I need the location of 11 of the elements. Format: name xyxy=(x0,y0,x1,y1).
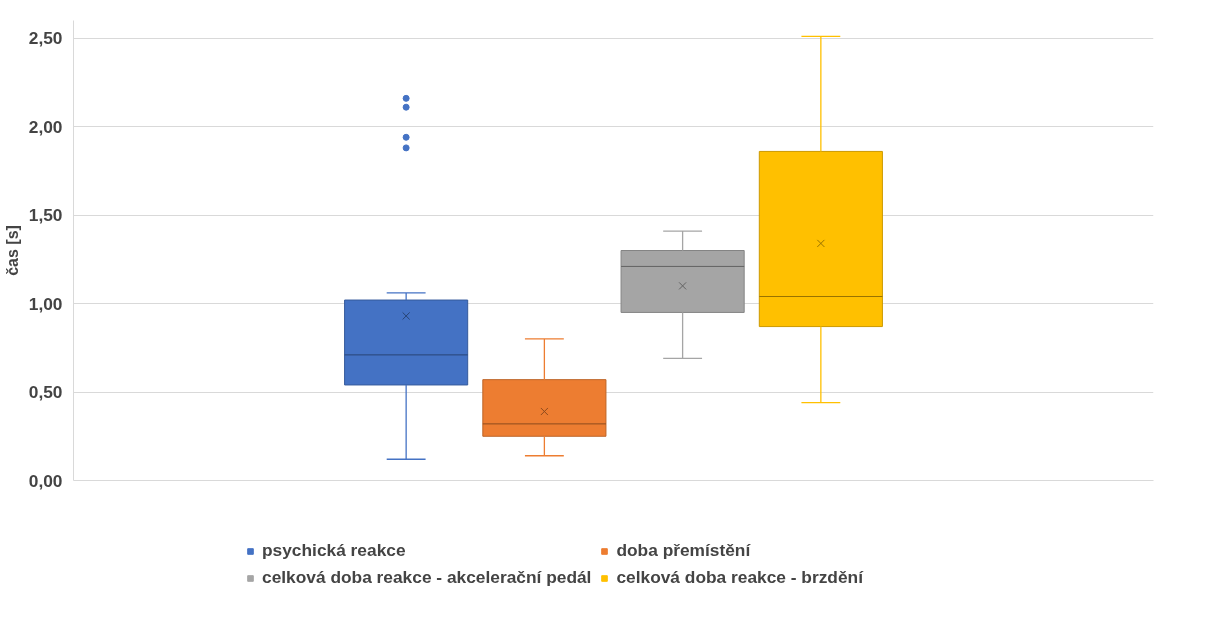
y-tick-label: 1,50 xyxy=(28,205,63,226)
y-tick-label: 1,00 xyxy=(28,293,63,314)
y-tick-label: 0,50 xyxy=(28,382,63,403)
y-tick-label: 2,00 xyxy=(28,116,63,137)
y-axis-title: čas [s] xyxy=(3,225,21,276)
y-tick-label: 2,50 xyxy=(28,28,63,49)
legend-label: psychická reakce xyxy=(262,540,407,561)
legend-label: celková doba reakce - brzdění xyxy=(616,567,865,588)
y-tick-label: 0,00 xyxy=(28,470,63,491)
legend-label: doba přemístění xyxy=(616,540,752,561)
legend-label: celková doba reakce - akcelerační pedál xyxy=(262,567,592,588)
